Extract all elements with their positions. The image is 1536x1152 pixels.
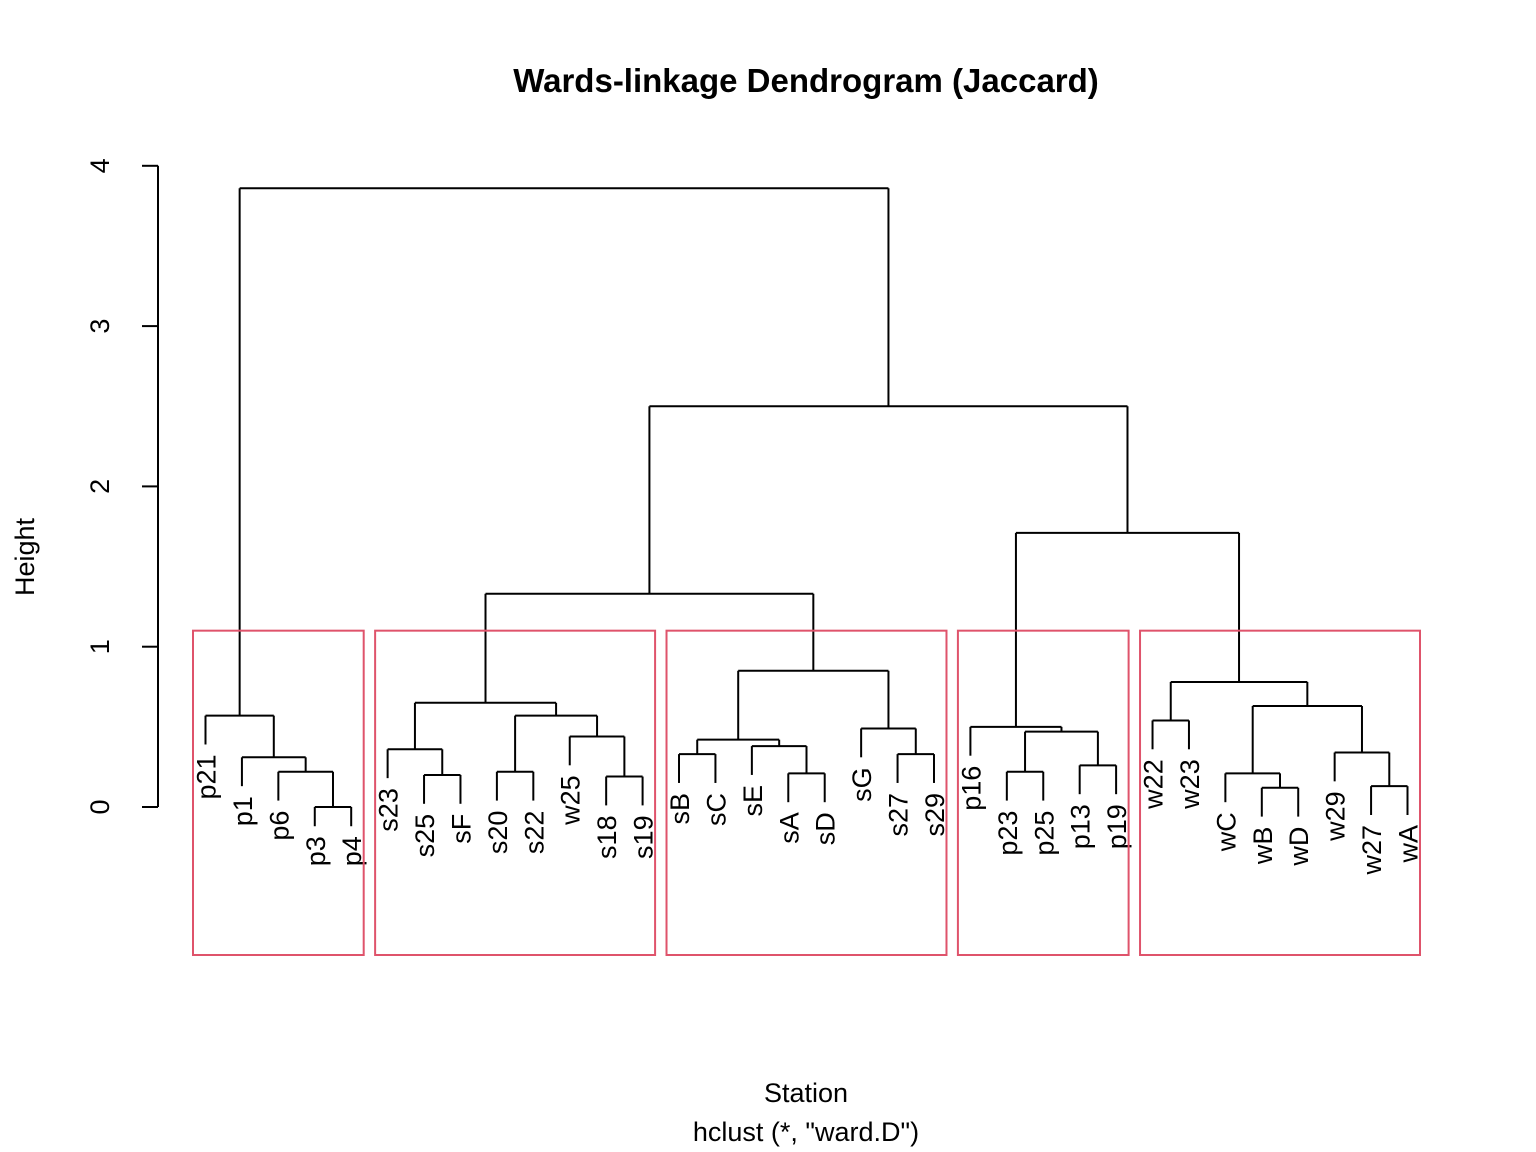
leaf-label-w27: w27 bbox=[1357, 825, 1387, 876]
leaf-label-p19: p19 bbox=[1102, 804, 1132, 849]
x-axis-sublabel: hclust (*, "ward.D") bbox=[693, 1117, 919, 1147]
leaf-label-s29: s29 bbox=[920, 793, 950, 837]
leaf-label-s20: s20 bbox=[483, 811, 513, 855]
y-tick-label: 0 bbox=[85, 799, 115, 814]
leaf-label-s18: s18 bbox=[592, 815, 622, 859]
cluster-rect-4 bbox=[956, 629, 1130, 956]
leaf-label-s25: s25 bbox=[410, 814, 440, 858]
y-tick-label: 4 bbox=[85, 158, 115, 173]
leaf-label-p3: p3 bbox=[301, 836, 331, 866]
leaf-label-wB: wB bbox=[1248, 827, 1278, 866]
leaf-label-p13: p13 bbox=[1066, 804, 1096, 849]
cluster-rect-3 bbox=[665, 629, 948, 956]
cluster-rect-1 bbox=[192, 629, 365, 956]
leaf-label-p16: p16 bbox=[956, 766, 986, 811]
leaf-label-sA: sA bbox=[774, 812, 804, 844]
leaf-label-w23: w23 bbox=[1175, 759, 1205, 810]
y-tick-label: 1 bbox=[85, 639, 115, 654]
leaf-label-sD: sD bbox=[811, 812, 841, 845]
leaf-label-wC: wC bbox=[1211, 812, 1241, 852]
y-tick-label: 3 bbox=[85, 319, 115, 334]
leaf-label-p23: p23 bbox=[993, 811, 1023, 856]
leaf-label-p6: p6 bbox=[264, 811, 294, 841]
leaf-label-p25: p25 bbox=[1029, 811, 1059, 856]
dendrogram-branches bbox=[204, 187, 1409, 827]
leaf-label-wD: wD bbox=[1284, 827, 1314, 867]
leaf-label-wA: wA bbox=[1394, 825, 1424, 864]
leaf-label-w29: w29 bbox=[1321, 791, 1351, 842]
leaf-label-p1: p1 bbox=[228, 796, 258, 826]
cluster-rect-2 bbox=[374, 629, 657, 956]
cluster-rectangles bbox=[192, 629, 1421, 956]
leaf-label-sG: sG bbox=[847, 767, 877, 802]
y-tick-label: 2 bbox=[85, 479, 115, 494]
x-axis-label: Station bbox=[764, 1078, 848, 1108]
leaf-label-s27: s27 bbox=[884, 793, 914, 837]
leaf-label-sC: sC bbox=[701, 793, 731, 826]
y-axis: 0 1 2 3 4 bbox=[85, 158, 159, 815]
leaf-label-sE: sE bbox=[738, 785, 768, 817]
leaf-label-w22: w22 bbox=[1139, 759, 1169, 810]
chart-title: Wards-linkage Dendrogram (Jaccard) bbox=[513, 62, 1099, 99]
leaf-label-sF: sF bbox=[446, 814, 476, 844]
leaf-label-s23: s23 bbox=[374, 788, 404, 832]
leaf-label-s19: s19 bbox=[629, 815, 659, 859]
leaf-label-sB: sB bbox=[665, 793, 695, 825]
leaf-label-s22: s22 bbox=[519, 811, 549, 855]
y-axis-label: Height bbox=[10, 517, 40, 596]
cluster-rect-5 bbox=[1139, 629, 1421, 956]
leaf-label-w25: w25 bbox=[556, 775, 586, 826]
leaf-label-p21: p21 bbox=[192, 754, 222, 799]
leaf-label-p4: p4 bbox=[337, 836, 367, 866]
